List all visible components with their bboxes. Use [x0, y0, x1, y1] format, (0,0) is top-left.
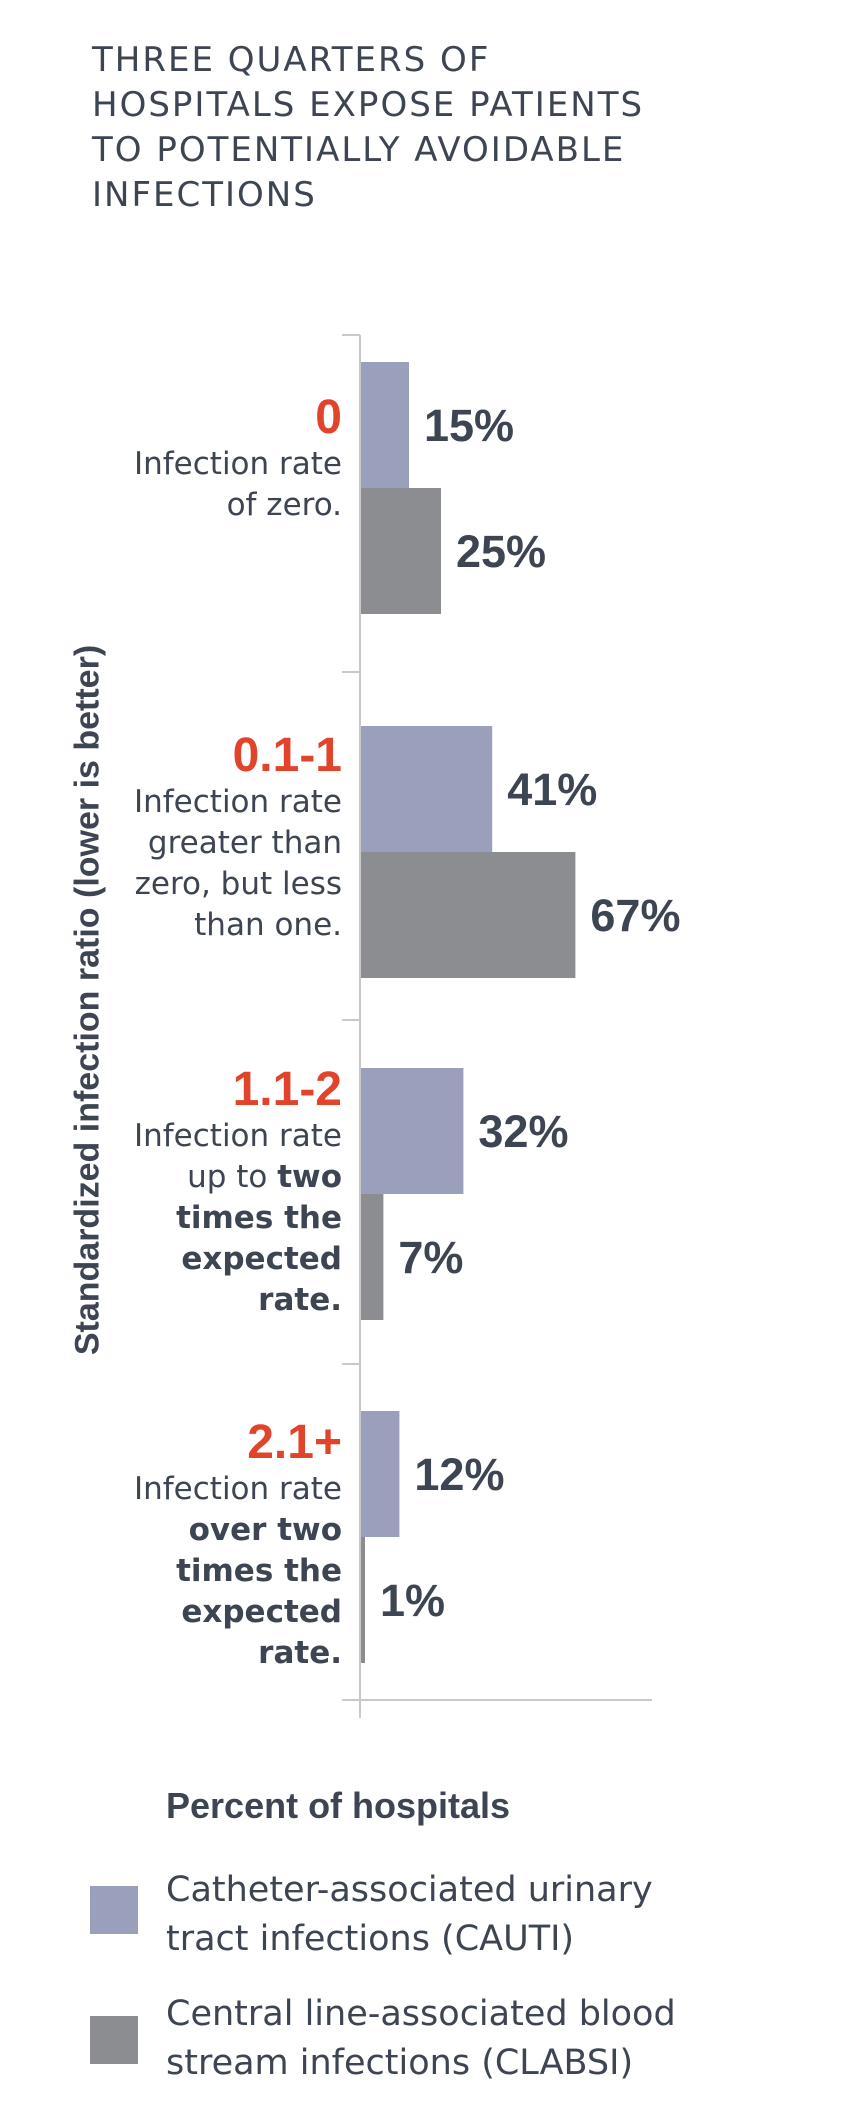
category-desc-bold: rate. — [258, 1635, 342, 1671]
legend-swatch-cauti — [90, 1886, 138, 1934]
category-desc-bold: over two — [188, 1512, 342, 1548]
category-description: Infection rate greater than zero, but le… — [102, 782, 342, 946]
category-desc-line: rate. — [102, 1633, 342, 1674]
category-desc-line: Infection rate — [133, 1118, 342, 1154]
bar-data-label: 15% — [424, 400, 514, 451]
category-desc-bold: times the — [176, 1553, 342, 1589]
bar-data-label: 41% — [507, 764, 597, 815]
legend-label-line: tract infections (CAUTI) — [166, 1919, 575, 1959]
legend-label-cauti: Catheter-associated urinary tract infect… — [166, 1866, 726, 1964]
bar-data-label: 7% — [398, 1232, 463, 1283]
category-desc-line: expected — [102, 1592, 342, 1633]
category-desc-line: rate. — [102, 1280, 342, 1321]
category-desc-line: Infection rate — [133, 446, 342, 482]
bar-data-label: 32% — [478, 1106, 568, 1157]
title-line-3: TO POTENTIALLY AVOIDABLE — [92, 130, 626, 170]
title-line-4: INFECTIONS — [92, 175, 317, 215]
category-desc-line: times the — [102, 1551, 342, 1592]
category-desc-line: Infection rate — [133, 1471, 342, 1507]
legend-label-line: Central line-associated blood — [166, 1994, 676, 2034]
category-desc-line: Infection rate — [133, 784, 342, 820]
category-desc-line: greater than — [147, 825, 342, 861]
legend-label-line: Catheter-associated urinary — [166, 1870, 653, 1910]
bar-cauti-2.1+ — [361, 1411, 400, 1537]
category-desc-line: up to two — [102, 1157, 342, 1198]
category-desc-line: than one. — [194, 907, 342, 943]
category-desc-bold: times the — [176, 1200, 342, 1236]
category-desc-line: zero, but less — [134, 866, 342, 902]
bar-cauti-0.1-1 — [361, 726, 493, 852]
category-value: 0 — [315, 391, 342, 444]
category-value: 2.1+ — [247, 1416, 342, 1469]
category-desc-line: times the — [102, 1198, 342, 1239]
category-description: Infection rate over two times the expect… — [102, 1469, 342, 1674]
bar-clabsi-2.1+ — [361, 1537, 365, 1663]
bar-clabsi-0.1-1 — [361, 852, 576, 978]
category-desc-bold: two — [277, 1159, 342, 1195]
category-value: 0.1-1 — [232, 729, 342, 782]
category-description: Infection rate up to two times the expec… — [102, 1116, 342, 1321]
bar-clabsi-0 — [361, 488, 441, 614]
legend-swatch-clabsi — [90, 2016, 138, 2064]
category-desc-line: over two — [102, 1510, 342, 1551]
category-desc-line: expected — [102, 1239, 342, 1280]
bar-data-label: 1% — [380, 1575, 445, 1626]
bar-data-label: 25% — [456, 526, 546, 577]
category-label-2.1+: 2.1+ Infection rate over two times the e… — [102, 1417, 342, 1674]
title-line-1: THREE QUARTERS OF — [92, 40, 491, 80]
category-description: Infection rate of zero. — [102, 444, 342, 526]
legend-title: Percent of hospitals — [166, 1785, 511, 1826]
bar-cauti-0 — [361, 362, 409, 488]
category-desc-bold: expected — [181, 1594, 342, 1630]
category-value: 1.1-2 — [232, 1063, 342, 1116]
category-desc-line: of zero. — [226, 487, 342, 523]
category-desc-bold: rate. — [258, 1282, 342, 1318]
category-label-0.1-1: 0.1-1 Infection rate greater than zero, … — [102, 730, 342, 946]
category-label-1.1-2: 1.1-2 Infection rate up to two times the… — [102, 1064, 342, 1321]
chart-title: THREE QUARTERS OF HOSPITALS EXPOSE PATIE… — [92, 38, 692, 218]
bar-cauti-1.1-2 — [361, 1068, 464, 1194]
bar-data-label: 67% — [590, 890, 680, 941]
category-desc-bold: expected — [181, 1241, 342, 1277]
legend-label-clabsi: Central line-associated blood stream inf… — [166, 1990, 726, 2088]
category-desc-prefix: up to — [187, 1159, 278, 1195]
category-label-0: 0 Infection rate of zero. — [102, 392, 342, 526]
bar-data-label: 12% — [414, 1449, 504, 1500]
title-line-2: HOSPITALS EXPOSE PATIENTS — [92, 85, 645, 125]
chart-bars: 15% 25% 41% 67% 32% 7% 12% 1% — [361, 362, 680, 1663]
legend-label-line: stream infections (CLABSI) — [166, 2043, 634, 2083]
chart-axes — [342, 334, 652, 1718]
bar-clabsi-1.1-2 — [361, 1194, 384, 1320]
